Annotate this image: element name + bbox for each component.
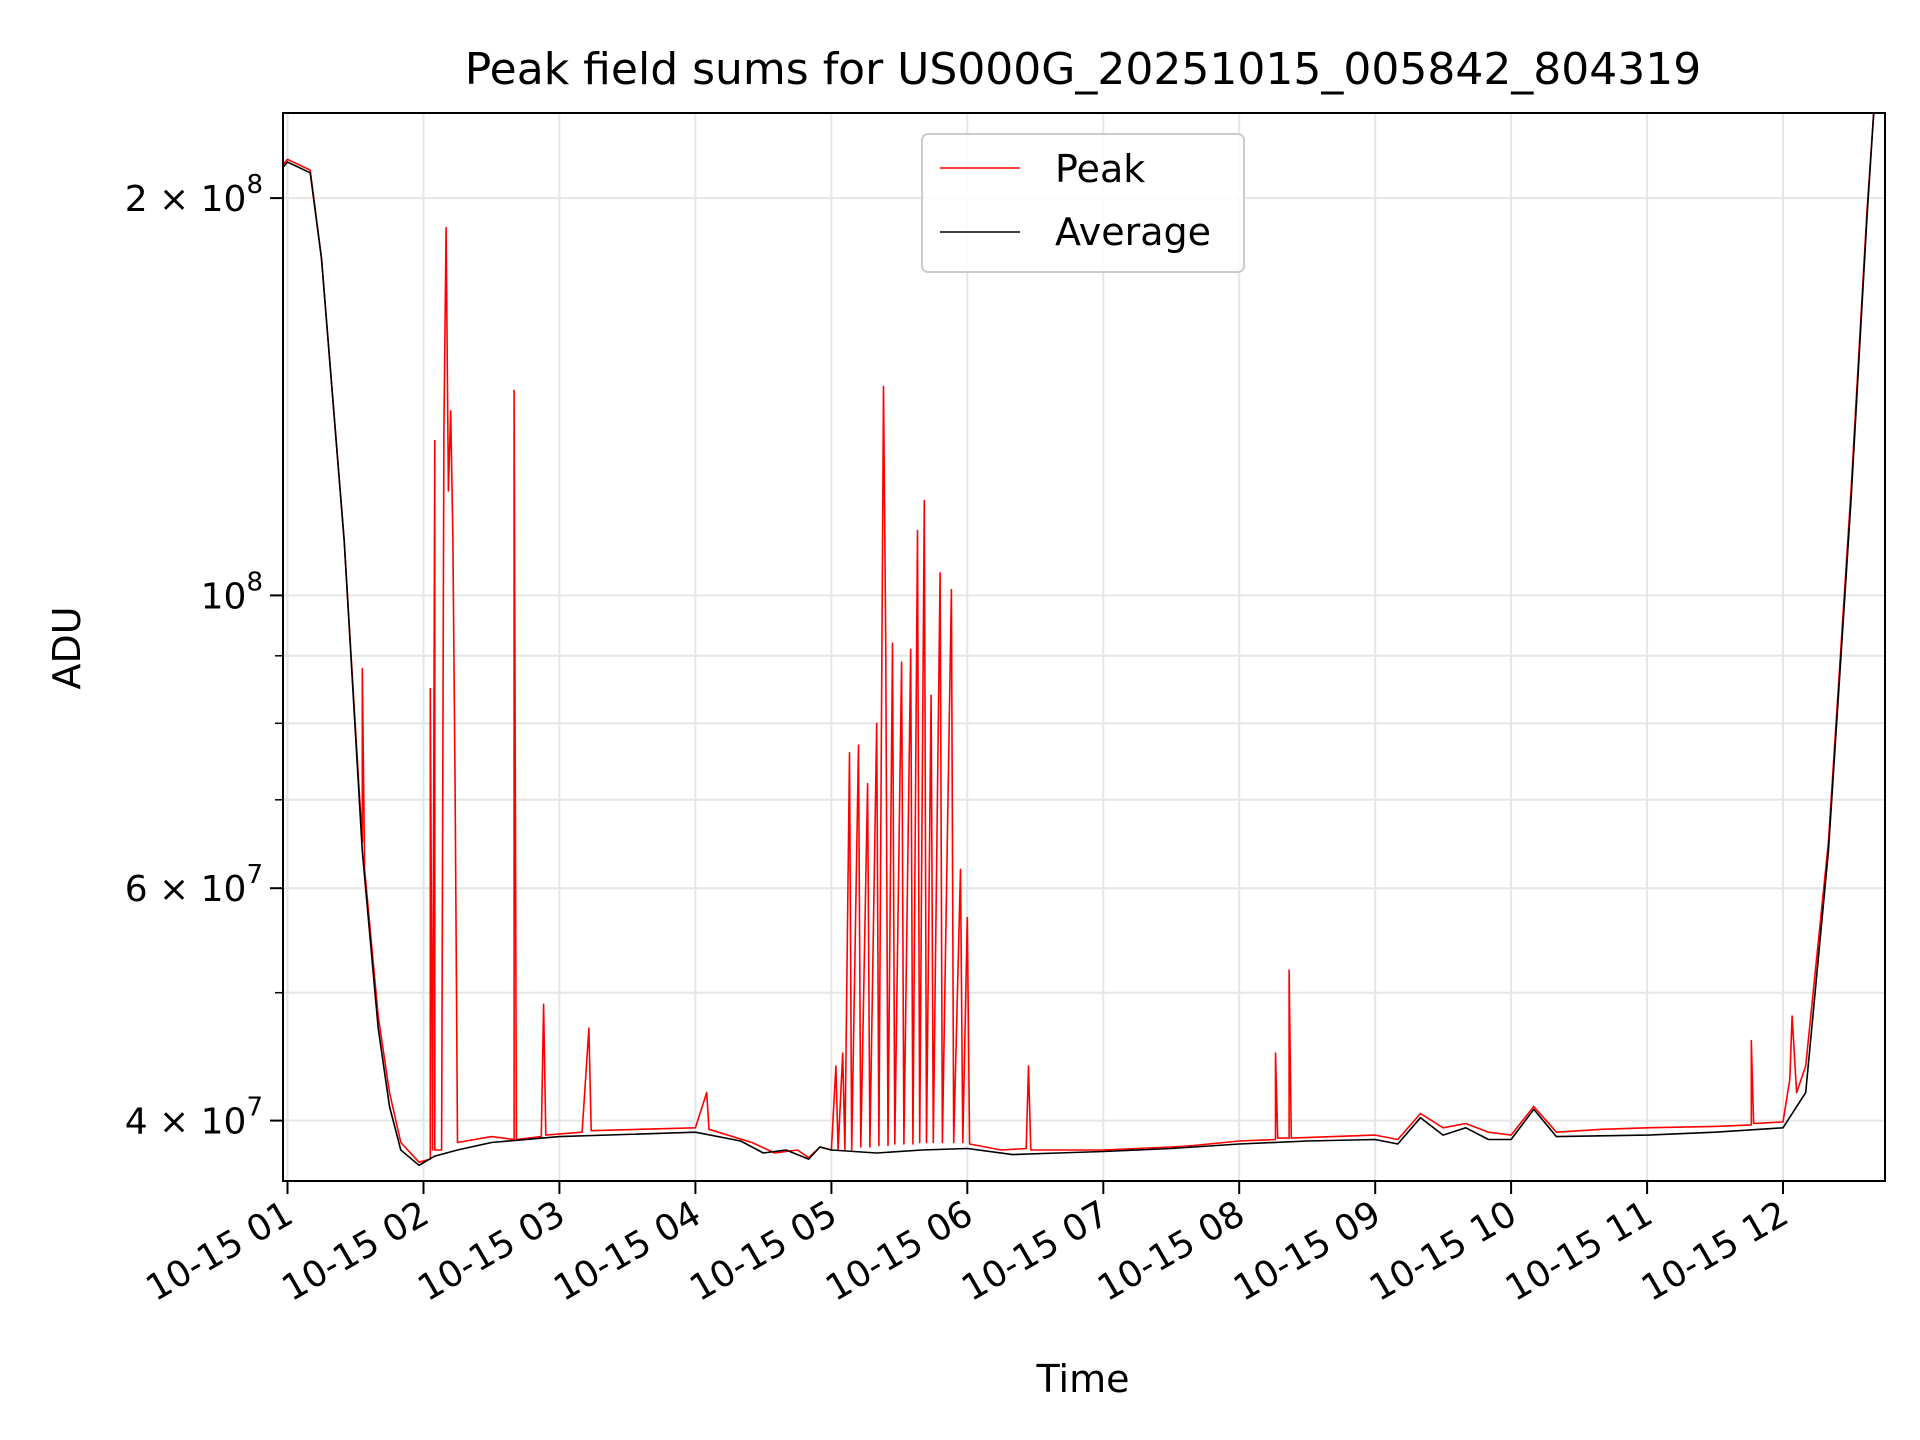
series-lines [283,113,1875,1167]
grid-lines [283,113,1885,1181]
y-tick-label: 2 × 108 [125,170,263,220]
legend: Peak Average [921,133,1245,273]
legend-label-peak: Peak [1055,147,1145,191]
x-axis-label: Time [1036,1357,1130,1401]
plot-frame [282,112,1886,1182]
y-axis-label: ADU [45,606,89,689]
y-tick-label: 6 × 107 [125,860,263,910]
chart-title: Peak field sums for US000G_20251015_0058… [465,44,1702,95]
legend-label-average: Average [1055,210,1211,254]
series-line-peak [283,113,1875,1163]
series-line-average [283,113,1875,1167]
y-tick-label: 4 × 107 [125,1093,263,1143]
